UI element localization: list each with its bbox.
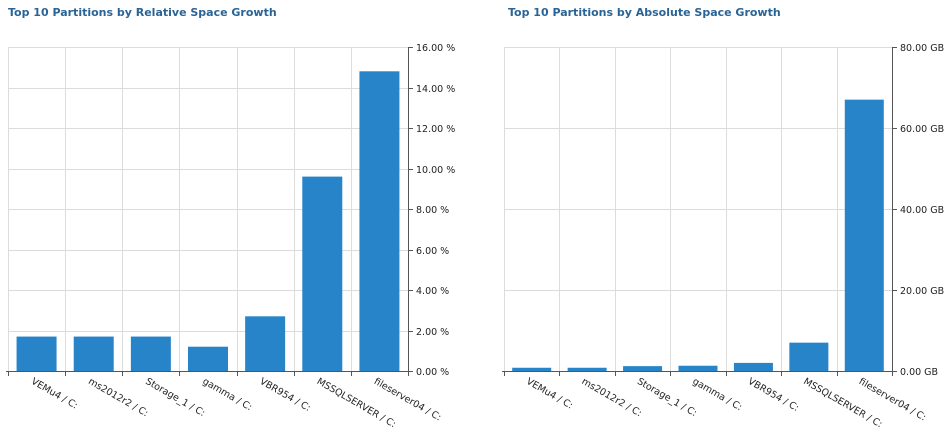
bar bbox=[623, 366, 663, 371]
relative-growth-plot: 0.00 % 2.00 % 4.00 % 6.00 % 8.00 % 10.00 % 12.… bbox=[6, 43, 455, 430]
y-tick-label: 20.00 GB bbox=[900, 286, 944, 297]
y-tick-label: 60.00 GB bbox=[900, 124, 944, 135]
bar bbox=[130, 336, 171, 371]
x-tick-label: Storage_1 / C: bbox=[143, 376, 207, 419]
y-tick-label: 8.00 % bbox=[416, 205, 449, 216]
bar bbox=[188, 346, 228, 371]
x-tick-label: VEMu4 / C: bbox=[29, 376, 79, 411]
x-tick-label: ms2012r2 / C: bbox=[86, 376, 150, 419]
x-tick-label: Storage_1 / C: bbox=[635, 376, 699, 419]
bar bbox=[512, 367, 552, 371]
y-tick-label: 12.00 % bbox=[416, 124, 455, 135]
y-tick-label: 0.00 GB bbox=[900, 367, 938, 378]
x-tick-label: VBR954 / C: bbox=[258, 376, 313, 414]
y-tick-label: 14.00 % bbox=[416, 84, 455, 95]
bar bbox=[844, 99, 884, 372]
x-tick-label: ms2012r2 / C: bbox=[580, 376, 644, 419]
x-tick-label: gamma / C: bbox=[691, 376, 744, 413]
relative-growth-chart: Top 10 Partitions by Relative Space Grow… bbox=[0, 0, 470, 436]
bar bbox=[73, 336, 114, 371]
y-tick-label: 6.00 % bbox=[416, 246, 449, 257]
y-tick-label: 40.00 GB bbox=[900, 205, 944, 216]
y-tick-label: 0.00 % bbox=[416, 367, 449, 378]
x-tick-label: VEMu4 / C: bbox=[524, 376, 574, 411]
chart-title: Top 10 Partitions by Relative Space Grow… bbox=[8, 6, 277, 19]
x-tick-label: VBR954 / C: bbox=[746, 376, 801, 414]
bar bbox=[567, 367, 607, 371]
y-tick-label: 80.00 GB bbox=[900, 43, 944, 54]
bar bbox=[359, 71, 400, 372]
y-tick-label: 4.00 % bbox=[416, 286, 449, 297]
bar bbox=[789, 342, 829, 371]
y-tick-label: 2.00 % bbox=[416, 327, 449, 338]
bar bbox=[16, 336, 57, 371]
absolute-growth-plot: 0.00 GB 20.00 GB 40.00 GB 60.00 GB 80.00 GB V… bbox=[502, 43, 944, 430]
x-tick-label: gamma / C: bbox=[201, 376, 254, 413]
absolute-growth-chart: Top 10 Partitions by Absolute Space Grow… bbox=[500, 0, 951, 436]
bar bbox=[678, 365, 718, 371]
bar bbox=[245, 316, 286, 371]
bar bbox=[302, 176, 343, 371]
bar bbox=[733, 362, 773, 371]
y-tick-label: 10.00 % bbox=[416, 165, 455, 176]
chart-title: Top 10 Partitions by Absolute Space Grow… bbox=[508, 6, 781, 19]
y-tick-label: 16.00 % bbox=[416, 43, 455, 54]
